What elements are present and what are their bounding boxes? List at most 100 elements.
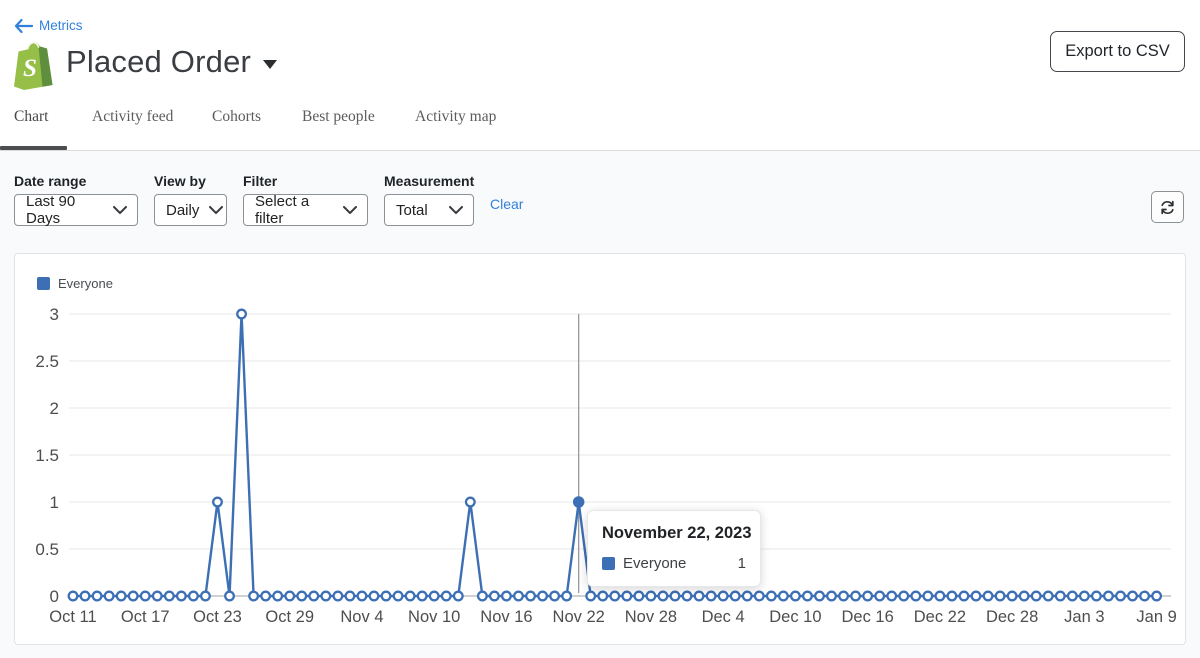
data-point[interactable] [922, 590, 934, 602]
data-point[interactable] [645, 590, 657, 602]
data-point[interactable] [741, 590, 753, 602]
data-point[interactable] [452, 590, 464, 602]
data-point[interactable] [344, 590, 356, 602]
export-to-csv-button[interactable]: Export to CSV [1050, 31, 1185, 72]
data-point[interactable] [729, 590, 741, 602]
data-point[interactable] [1018, 590, 1030, 602]
data-point[interactable] [910, 590, 922, 602]
data-point[interactable] [826, 590, 837, 602]
data-point[interactable] [175, 590, 187, 602]
tab-chart[interactable]: Chart [0, 108, 67, 150]
data-point[interactable] [934, 590, 946, 602]
data-point[interactable] [946, 590, 958, 602]
data-point[interactable] [103, 590, 115, 602]
data-point[interactable] [693, 590, 705, 602]
data-point[interactable] [1139, 590, 1151, 602]
data-point[interactable] [789, 590, 801, 602]
data-point[interactable] [982, 590, 994, 602]
data-point[interactable] [681, 590, 693, 602]
data-point[interactable] [1151, 590, 1163, 602]
data-point[interactable] [392, 590, 404, 602]
data-point[interactable] [380, 590, 392, 602]
data-point[interactable] [753, 590, 765, 602]
tab-best-people[interactable]: Best people [302, 108, 375, 126]
data-point[interactable] [970, 590, 982, 602]
date-range-select[interactable]: Last 90 Days [14, 193, 138, 227]
back-to-metrics-link[interactable]: Metrics [14, 18, 83, 33]
tab-activity-map[interactable]: Activity map [415, 108, 496, 126]
refresh-button[interactable] [1151, 191, 1184, 223]
data-point[interactable] [332, 590, 344, 602]
data-point[interactable] [513, 590, 524, 602]
data-point[interactable] [199, 590, 211, 602]
data-point[interactable] [356, 590, 368, 602]
metric-title-dropdown[interactable]: Placed Order [66, 44, 278, 80]
data-point[interactable] [67, 590, 79, 602]
data-point[interactable] [898, 590, 910, 602]
data-point[interactable] [657, 590, 669, 602]
data-point[interactable] [633, 590, 645, 602]
data-point[interactable] [525, 590, 536, 602]
tab-activity-feed[interactable]: Activity feed [92, 108, 173, 126]
data-point[interactable] [838, 590, 850, 602]
data-point[interactable] [561, 590, 573, 602]
data-point[interactable] [115, 590, 127, 602]
data-point[interactable] [597, 590, 609, 602]
data-point[interactable] [777, 590, 789, 602]
data-point[interactable] [621, 590, 633, 602]
data-point[interactable] [428, 590, 440, 602]
data-point[interactable] [886, 590, 898, 602]
data-point[interactable] [609, 590, 621, 602]
data-point[interactable] [404, 590, 416, 602]
data-point[interactable] [284, 590, 296, 602]
data-point[interactable] [212, 496, 223, 508]
data-point[interactable] [488, 590, 500, 602]
data-point[interactable] [850, 590, 862, 602]
data-point[interactable] [187, 590, 199, 602]
data-point[interactable] [260, 590, 272, 602]
data-point[interactable] [1078, 590, 1090, 602]
data-point-hovered[interactable] [572, 496, 585, 508]
clear-filters-link[interactable]: Clear [490, 196, 524, 212]
data-point[interactable] [272, 590, 284, 602]
data-point[interactable] [308, 590, 320, 602]
data-point[interactable] [1006, 590, 1018, 602]
data-point[interactable] [765, 590, 777, 602]
data-point[interactable] [1102, 590, 1114, 602]
data-point[interactable] [958, 590, 970, 602]
filter-select[interactable]: Select a filter [243, 193, 368, 227]
data-point[interactable] [994, 590, 1006, 602]
data-point[interactable] [669, 590, 681, 602]
data-point[interactable] [139, 590, 151, 602]
data-point[interactable] [163, 590, 175, 602]
data-point[interactable] [440, 590, 452, 602]
data-point[interactable] [91, 590, 103, 602]
data-point[interactable] [1090, 590, 1102, 602]
data-point[interactable] [476, 590, 488, 602]
data-point[interactable] [1115, 590, 1126, 602]
data-point[interactable] [549, 590, 561, 602]
data-point[interactable] [1030, 590, 1042, 602]
view-by-select[interactable]: Daily [154, 194, 227, 226]
data-point[interactable] [236, 308, 248, 320]
measurement-select[interactable]: Total [384, 194, 474, 226]
data-point[interactable] [1066, 590, 1078, 602]
data-point[interactable] [874, 590, 886, 602]
tab-cohorts[interactable]: Cohorts [212, 108, 261, 126]
data-point[interactable] [151, 590, 163, 602]
data-point[interactable] [248, 590, 260, 602]
data-point[interactable] [416, 590, 428, 602]
data-point[interactable] [862, 590, 874, 602]
data-point[interactable] [801, 590, 813, 602]
data-point[interactable] [814, 590, 825, 602]
data-point[interactable] [585, 590, 597, 602]
data-point[interactable] [368, 590, 380, 602]
data-point[interactable] [1042, 590, 1054, 602]
data-point[interactable] [296, 590, 308, 602]
data-point[interactable] [705, 590, 717, 602]
data-point[interactable] [717, 590, 729, 602]
data-point[interactable] [537, 590, 549, 602]
data-point[interactable] [1127, 590, 1138, 602]
data-point[interactable] [320, 590, 332, 602]
data-point[interactable] [464, 496, 476, 508]
